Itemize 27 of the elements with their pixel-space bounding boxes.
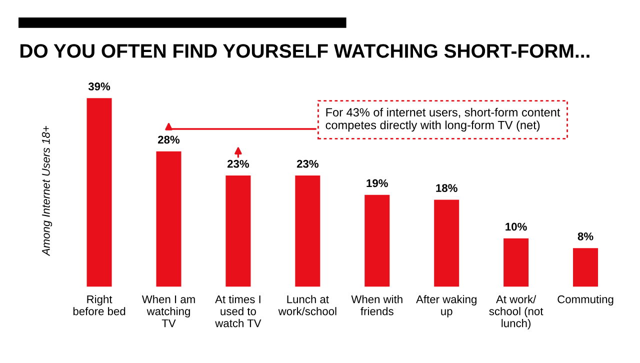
bar (573, 248, 598, 287)
data-label: 23% (227, 160, 250, 168)
data-label: 39% (88, 82, 110, 90)
bar (226, 176, 251, 287)
x-tick-label: Lunch at work/school (278, 295, 336, 316)
bar (434, 200, 460, 287)
chart-title: DO YOU OFTEN FIND YOURSELF WATCHING SHORT-FORM... (20, 44, 590, 58)
data-label: 18% (436, 184, 458, 192)
x-tick-label: After waking up (416, 295, 476, 318)
bar (295, 176, 320, 287)
x-tick-label: Commuting (558, 295, 614, 306)
bar (156, 151, 182, 287)
data-label: 28% (158, 136, 180, 144)
x-tick-label: Right before bed (73, 295, 126, 316)
data-label: 23% (296, 160, 318, 168)
bar (86, 98, 112, 287)
y-axis-title: Among Internet Users 18+ (42, 126, 52, 256)
data-label: 8% (578, 232, 594, 240)
x-tick-label: At work/ school (not lunch) (489, 295, 544, 330)
x-tick-label: When with friends (351, 295, 402, 316)
bar (504, 238, 529, 287)
x-tick-label: At times I used to watch TV (215, 295, 262, 328)
data-label: 19% (366, 179, 388, 188)
annotation: For 43% of internet users, short-form content competes directly with long-form TV (net) (326, 108, 560, 132)
x-tick-label: When I am watching TV (142, 295, 195, 328)
data-label: 10% (506, 222, 527, 231)
bar (364, 194, 390, 287)
